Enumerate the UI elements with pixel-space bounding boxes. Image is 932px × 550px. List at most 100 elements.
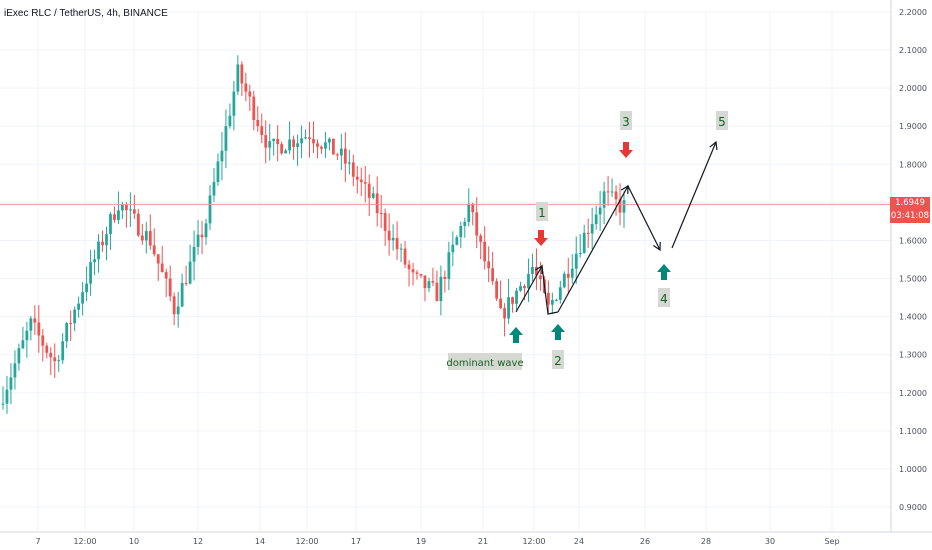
green-up-arrow-dominant (509, 327, 523, 343)
candle-body (125, 204, 128, 211)
candle-body (487, 261, 491, 269)
candle-body (97, 241, 100, 260)
candle-body (109, 214, 112, 235)
candle-body (264, 135, 268, 148)
candle-body (77, 303, 81, 310)
green-up-arrow-4 (657, 264, 671, 280)
candle-body (594, 214, 598, 225)
candle-body (483, 241, 487, 262)
candle-body (335, 154, 339, 156)
red-down-arrow-1 (534, 230, 548, 246)
wave-label-bg (716, 111, 728, 130)
candle-body (292, 139, 295, 147)
candle-body (491, 268, 495, 282)
time-tick-label: 14 (255, 537, 265, 546)
candle-body (208, 195, 212, 224)
candle-body (606, 191, 610, 193)
wave-label-bg (552, 350, 564, 369)
candle-body (455, 237, 459, 245)
candle-body (475, 212, 479, 236)
wave-labels: 1 2 3 4 5 dominant wave (446, 111, 728, 370)
candle-body (248, 91, 252, 97)
candle-body (45, 345, 49, 353)
candle-body (113, 214, 116, 220)
wave-label-1: 1 (538, 206, 546, 220)
wave-label-2: 2 (554, 354, 562, 368)
candle-body (355, 176, 359, 180)
candle-body (200, 234, 204, 238)
candle-body (467, 203, 471, 222)
pointer-shaft (623, 142, 629, 150)
time-tick-label: Sep (824, 537, 839, 546)
time-tick-label: 30 (765, 537, 775, 546)
price-tick-label: 1.3000 (899, 351, 927, 360)
candle-body (435, 282, 439, 302)
candle-body (196, 234, 200, 247)
candle-body (73, 309, 77, 324)
candle-body (515, 290, 518, 304)
wave-label-bg (620, 111, 632, 130)
dominant-wave-bg (448, 353, 522, 370)
candle-body (403, 248, 407, 265)
wave-label-bg (536, 202, 548, 221)
candle-body (423, 275, 427, 289)
candle-body (367, 183, 371, 198)
candle-body (550, 299, 554, 305)
candle-body (188, 261, 192, 284)
candle-body (41, 335, 45, 346)
candle-body (602, 191, 606, 208)
green-up-arrow-2 (551, 324, 565, 340)
candle-body (511, 297, 514, 304)
candle-body (9, 377, 13, 390)
candle-body (224, 126, 228, 151)
price-axis[interactable]: 2.20002.10002.00001.90001.80001.70001.60… (890, 0, 927, 532)
time-tick-label: 19 (416, 537, 426, 546)
candle-body (212, 181, 216, 196)
candle-body (128, 209, 132, 211)
candle-body (232, 91, 236, 116)
candle-body (180, 283, 184, 307)
candle-body (17, 348, 21, 364)
candle-body (610, 191, 614, 193)
candle-body (379, 212, 383, 214)
candle-body (288, 139, 292, 151)
candle-body (590, 224, 594, 234)
candle-body (531, 266, 534, 274)
candle-body (407, 264, 411, 270)
last-price-label: 1.6949 (890, 197, 930, 210)
candle-body (89, 262, 92, 284)
wave-label-4: 4 (660, 292, 668, 306)
price-tick-label: 2.1000 (899, 46, 927, 55)
candle-body (519, 286, 522, 291)
candle-body (172, 296, 176, 315)
arrowhead (709, 140, 718, 151)
pointer-shaft (555, 332, 561, 340)
time-tick-label: 21 (478, 537, 488, 546)
candle-body (272, 138, 276, 142)
candle-body (216, 161, 220, 182)
time-axis[interactable]: 7 12:00 10 12 14 12:00 17 19 21 12:00 24 26 28 30 Sep (35, 537, 839, 546)
red-down-arrow-3 (619, 142, 633, 158)
candle-body (260, 126, 264, 136)
candle-body (439, 276, 443, 302)
candle-body (431, 281, 435, 283)
candle-body (228, 115, 232, 127)
candle-body (320, 146, 323, 149)
candle-body (236, 64, 240, 92)
price-tick-label: 1.9000 (899, 122, 927, 131)
candle-body (574, 253, 578, 269)
candle-body (586, 232, 590, 234)
candle-body (244, 83, 248, 92)
candle-body (276, 138, 280, 145)
candle-body (622, 200, 626, 213)
pointer-head (551, 324, 565, 332)
candle-body (316, 143, 319, 147)
candle-body (495, 281, 499, 299)
candle-body (558, 287, 562, 300)
candle-body (554, 299, 558, 301)
candle-body (152, 245, 156, 255)
price-tick-label: 2.0000 (899, 84, 927, 93)
arrowhead (534, 264, 543, 275)
candle-body (37, 322, 41, 336)
